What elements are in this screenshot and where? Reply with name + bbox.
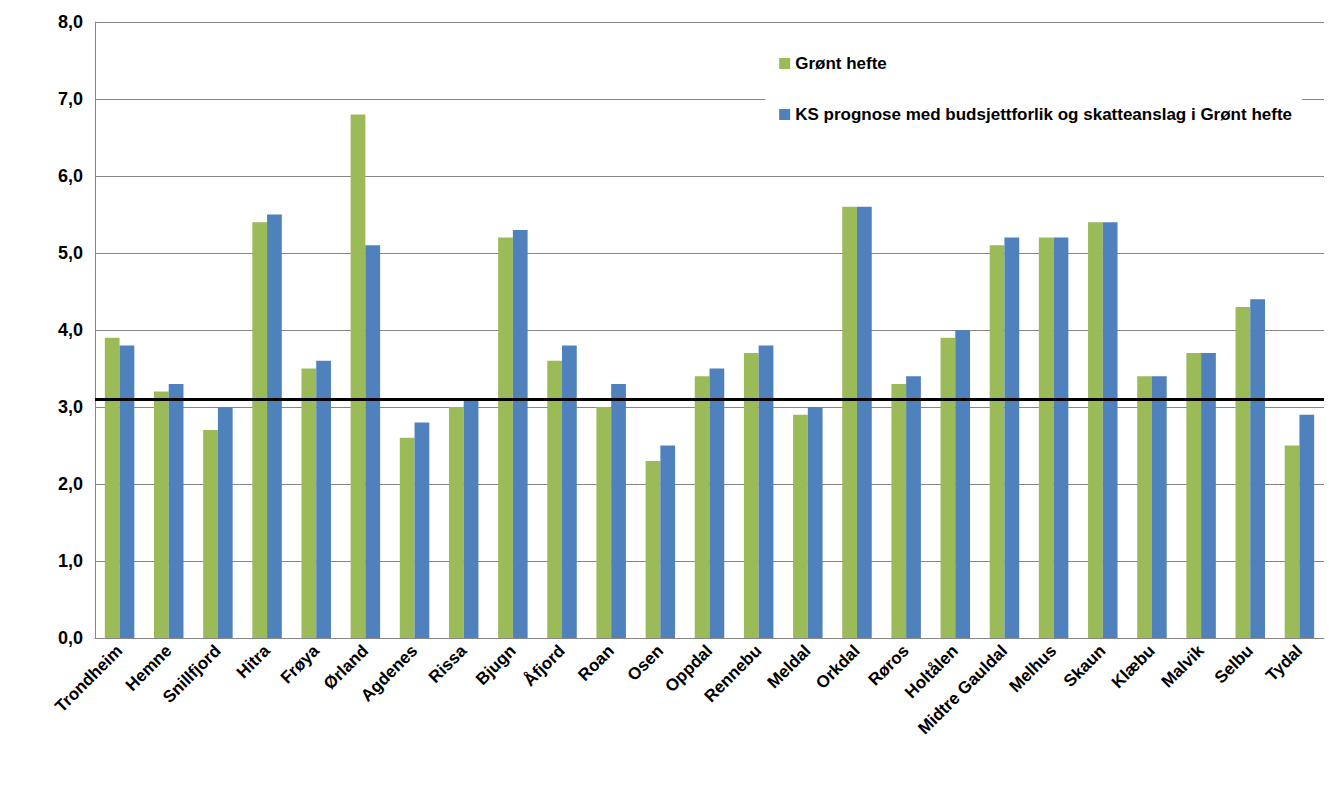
svg-text:2,0: 2,0 <box>58 474 83 494</box>
svg-text:8,0: 8,0 <box>58 12 83 32</box>
svg-text:Ørland: Ørland <box>319 641 373 694</box>
svg-text:Hitra: Hitra <box>233 641 274 682</box>
svg-text:6,0: 6,0 <box>58 166 83 186</box>
svg-text:Malvik: Malvik <box>1158 641 1209 692</box>
svg-text:KS prognose med budsjettforlik: KS prognose med budsjettforlik og skatte… <box>795 105 1292 124</box>
svg-text:Oppdal: Oppdal <box>661 641 717 697</box>
svg-text:Midtre Gauldal: Midtre Gauldal <box>914 641 1011 738</box>
svg-text:1,0: 1,0 <box>58 551 83 571</box>
svg-text:0,0: 0,0 <box>58 628 83 648</box>
svg-text:Selbu: Selbu <box>1211 641 1257 687</box>
svg-text:5,0: 5,0 <box>58 243 83 263</box>
svg-text:Rissa: Rissa <box>425 641 471 687</box>
svg-text:Rennebu: Rennebu <box>701 641 766 706</box>
svg-text:Trondheim: Trondheim <box>51 641 126 716</box>
svg-text:Frøya: Frøya <box>277 641 324 688</box>
svg-text:Melhus: Melhus <box>1006 641 1061 696</box>
svg-text:Åfjord: Åfjord <box>520 641 569 690</box>
svg-text:4,0: 4,0 <box>58 320 83 340</box>
svg-text:Hemne: Hemne <box>122 641 176 695</box>
svg-text:Grønt hefte: Grønt hefte <box>795 54 887 73</box>
svg-text:Roan: Roan <box>574 641 617 684</box>
svg-text:Osen: Osen <box>624 641 667 684</box>
svg-text:7,0: 7,0 <box>58 89 83 109</box>
svg-text:Bjugn: Bjugn <box>472 641 519 688</box>
svg-text:Røros: Røros <box>865 641 913 689</box>
svg-text:Agdenes: Agdenes <box>357 641 421 705</box>
svg-text:Klæbu: Klæbu <box>1108 641 1159 692</box>
svg-text:Orkdal: Orkdal <box>812 641 863 692</box>
svg-text:Skaun: Skaun <box>1060 641 1109 690</box>
svg-text:Snillfjord: Snillfjord <box>159 641 224 706</box>
svg-text:Meldal: Meldal <box>764 641 815 692</box>
svg-text:Tydal: Tydal <box>1262 641 1306 685</box>
svg-text:Holtålen: Holtålen <box>901 641 962 703</box>
svg-text:3,0: 3,0 <box>58 397 83 417</box>
